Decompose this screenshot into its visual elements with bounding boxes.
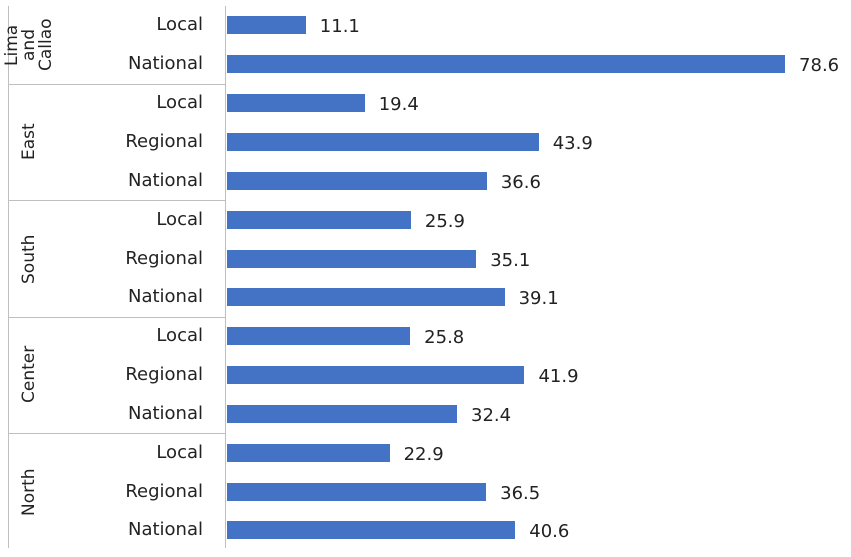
group-separator [8,200,225,202]
bar [227,404,458,423]
bar [227,288,505,307]
value-label: 25.9 [424,210,465,232]
category-label: National [127,519,203,541]
value-label: 40.6 [529,521,570,543]
value-label: 36.6 [500,171,541,193]
category-label: Regional [125,480,203,502]
value-label: 25.8 [424,327,465,349]
bar [227,482,487,501]
value-label: 11.1 [319,16,360,38]
value-label: 39.1 [518,288,559,310]
category-label: Local [156,208,203,230]
axis-line [225,6,226,548]
group-separator [8,433,225,435]
value-label: 43.9 [552,132,593,154]
bar [227,327,411,346]
frame-line [8,6,9,548]
bar [227,132,539,151]
value-label: 41.9 [538,366,579,388]
category-label: National [127,169,203,191]
category-label: Regional [125,364,203,386]
category-label: National [127,402,203,424]
bar [227,171,487,190]
category-label: Local [156,441,203,463]
category-label: National [127,53,203,75]
bar [227,55,786,74]
bar [227,443,390,462]
group-separator [8,83,225,85]
value-label: 22.9 [403,443,444,465]
category-label: Local [156,92,203,114]
bar [227,16,306,35]
bar [227,366,525,385]
category-label: National [127,286,203,308]
category-label: Local [156,325,203,347]
value-label: 32.4 [471,404,512,426]
category-label: Regional [125,130,203,152]
value-label: 35.1 [490,249,531,271]
category-label: Regional [125,247,203,269]
category-label: Local [156,14,203,36]
group-separator [8,316,225,318]
value-label: 36.5 [500,482,541,504]
value-label: 19.4 [378,94,419,116]
bar [227,249,477,268]
bar [227,210,411,229]
bar [227,94,365,113]
value-label: 78.6 [799,55,840,77]
bar [227,521,516,540]
